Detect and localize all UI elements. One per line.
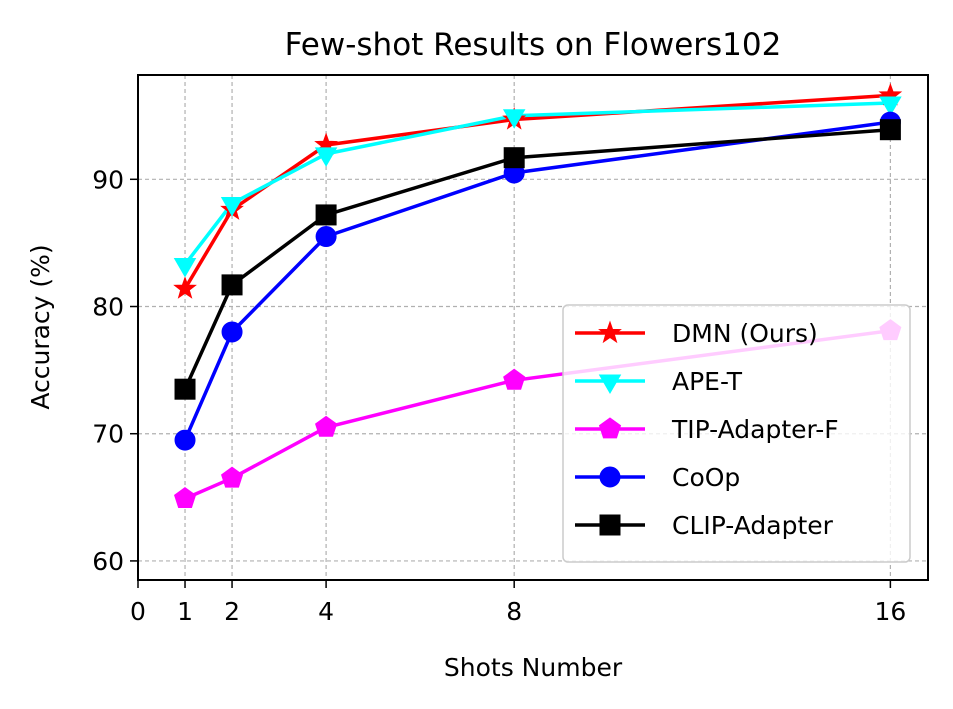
data-point xyxy=(314,147,338,167)
x-tick-label: 4 xyxy=(318,597,334,626)
x-tick-label: 8 xyxy=(506,597,522,626)
x-tick-label: 2 xyxy=(224,597,240,626)
plot-area-frame xyxy=(137,74,929,581)
series-line xyxy=(183,93,891,290)
legend-marker xyxy=(599,466,621,488)
legend-box xyxy=(562,304,911,563)
data-point xyxy=(173,276,197,299)
data-point xyxy=(220,197,244,217)
chart-title: Few-shot Results on Flowers102 xyxy=(285,27,782,63)
data-point xyxy=(174,378,196,400)
data-point xyxy=(221,321,243,343)
data-point xyxy=(503,368,526,390)
legend-label: TIP-Adapter-F xyxy=(671,415,839,444)
data-point xyxy=(315,226,337,248)
y-axis: 60 70 80 90 xyxy=(92,165,138,576)
data-point xyxy=(879,96,902,116)
data-point xyxy=(502,109,526,129)
y-tick-label: 60 xyxy=(92,547,124,576)
legend-marker xyxy=(599,514,621,536)
legend-marker xyxy=(598,417,622,439)
y-axis-label: Accuracy (%) xyxy=(26,244,55,409)
x-axis-label: Shots Number xyxy=(444,653,623,682)
legend-label: APE-T xyxy=(672,367,743,396)
legend-label: DMN (Ours) xyxy=(672,319,818,348)
data-point xyxy=(315,415,338,437)
data-point xyxy=(173,258,197,278)
legend: DMN (Ours) APE-T TIP-Adapter-F CoOp CLIP-Ada… xyxy=(562,304,911,563)
data-point xyxy=(221,466,244,488)
data-point xyxy=(221,274,243,296)
x-tick-label: 1 xyxy=(177,597,193,626)
data-point xyxy=(174,429,196,451)
y-tick-label: 90 xyxy=(92,165,124,194)
legend-marker xyxy=(598,320,622,344)
y-tick-label: 80 xyxy=(92,293,124,322)
x-axis: 0 1 2 4 8 16 xyxy=(130,580,906,626)
legend-label: CLIP-Adapter xyxy=(672,511,834,540)
y-tick-label: 70 xyxy=(92,420,124,449)
data-point xyxy=(174,486,197,508)
legend-label: CoOp xyxy=(672,463,740,492)
data-point xyxy=(879,119,901,141)
data-point xyxy=(315,204,337,226)
data-point xyxy=(503,147,525,169)
x-tick-label: 16 xyxy=(874,597,906,626)
legend-marker xyxy=(598,374,622,394)
x-tick-label: 0 xyxy=(130,597,146,626)
